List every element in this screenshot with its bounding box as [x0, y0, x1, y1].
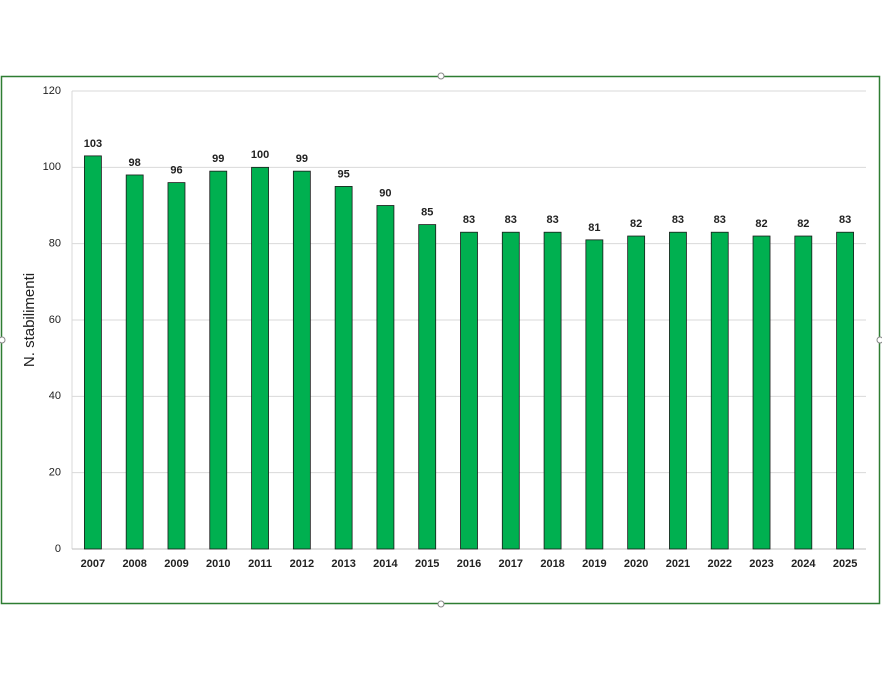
x-tick-label: 2018	[540, 558, 564, 570]
x-tick-label: 2015	[415, 558, 439, 570]
bar	[752, 235, 771, 550]
x-tick-label: 2016	[457, 558, 481, 570]
x-tick-label: 2009	[164, 558, 188, 570]
y-tick-label: 80	[49, 238, 61, 250]
bar	[209, 170, 228, 550]
bar	[585, 239, 604, 550]
bar	[376, 205, 395, 550]
value-label: 90	[379, 187, 391, 199]
bar	[460, 231, 478, 550]
value-label: 100	[251, 149, 269, 161]
bar	[83, 155, 102, 550]
value-label: 83	[672, 214, 684, 226]
x-tick-label: 2010	[206, 558, 230, 570]
value-label: 83	[546, 214, 558, 226]
y-tick-label: 40	[49, 390, 61, 402]
y-tick-label: 20	[49, 467, 61, 479]
bar	[251, 166, 269, 550]
chart-frame	[0, 75, 881, 605]
bar	[167, 182, 186, 550]
value-label: 82	[630, 218, 642, 230]
bar	[794, 235, 813, 550]
x-tick-label: 2024	[791, 558, 816, 570]
resize-handle[interactable]	[876, 336, 882, 344]
value-label: 82	[755, 218, 767, 230]
x-tick-label: 2025	[833, 558, 857, 570]
x-tick-label: 2023	[749, 558, 773, 570]
y-axis-label: N. stabilimenti	[21, 273, 38, 367]
value-label: 82	[797, 218, 809, 230]
bar	[418, 224, 437, 550]
value-label: 98	[129, 157, 141, 169]
x-tick-label: 2011	[248, 558, 272, 570]
value-label: 83	[463, 214, 475, 226]
bar	[627, 235, 646, 550]
y-tick-label: 60	[49, 314, 61, 326]
value-label: 81	[588, 222, 600, 234]
value-label: 83	[505, 214, 517, 226]
bar	[292, 170, 311, 550]
x-tick-label: 2022	[707, 558, 731, 570]
value-label: 96	[170, 165, 182, 177]
resize-handle[interactable]	[437, 72, 445, 80]
x-tick-label: 2012	[290, 558, 314, 570]
bar	[836, 231, 855, 550]
value-label: 95	[338, 168, 350, 180]
y-tick-label: 0	[55, 543, 61, 555]
value-label: 83	[839, 214, 851, 226]
bar	[334, 186, 353, 550]
bar	[710, 231, 729, 550]
x-tick-label: 2008	[122, 558, 146, 570]
y-tick-label: 120	[43, 85, 61, 97]
value-label: 83	[714, 214, 726, 226]
resize-handle[interactable]	[437, 600, 445, 608]
resize-handle[interactable]	[0, 336, 6, 344]
x-tick-label: 2019	[582, 558, 606, 570]
value-label: 99	[212, 153, 224, 165]
bar	[543, 231, 562, 550]
x-tick-label: 2007	[81, 558, 105, 570]
x-tick-label: 2013	[331, 558, 355, 570]
x-tick-label: 2020	[624, 558, 648, 570]
bar	[125, 174, 144, 550]
value-label: 85	[421, 206, 433, 218]
bar	[501, 231, 520, 550]
bar	[669, 231, 687, 550]
x-tick-label: 2017	[499, 558, 523, 570]
x-tick-label: 2021	[666, 558, 690, 570]
y-tick-label: 100	[43, 161, 61, 173]
x-tick-label: 2014	[373, 558, 398, 570]
value-label: 99	[296, 153, 308, 165]
value-label: 103	[84, 138, 102, 150]
